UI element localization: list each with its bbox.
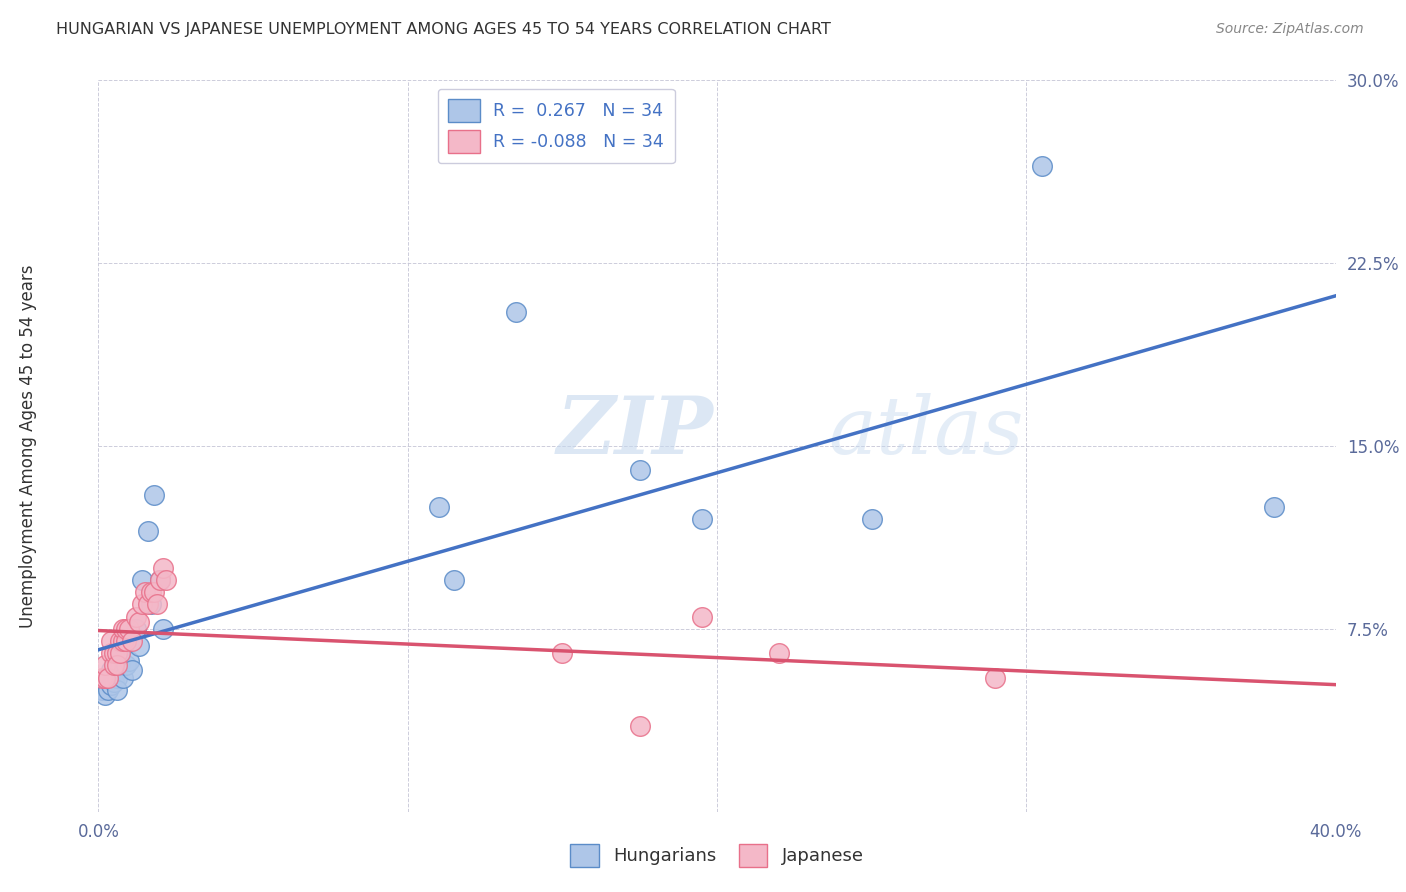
- Point: [152, 561, 174, 575]
- Point: [131, 573, 153, 587]
- Point: [108, 658, 131, 673]
- Point: [103, 646, 125, 660]
- Point: [108, 646, 131, 660]
- Point: [112, 671, 135, 685]
- Point: [105, 658, 128, 673]
- Point: [143, 585, 166, 599]
- Text: atlas: atlas: [828, 392, 1024, 470]
- Point: [90, 682, 112, 697]
- Point: [115, 658, 138, 673]
- Point: [505, 305, 527, 319]
- Point: [97, 682, 120, 697]
- Point: [443, 573, 465, 587]
- Point: [112, 622, 135, 636]
- Point: [121, 663, 143, 677]
- Point: [136, 524, 159, 539]
- Point: [146, 598, 169, 612]
- Point: [124, 609, 146, 624]
- Point: [551, 646, 574, 660]
- Text: HUNGARIAN VS JAPANESE UNEMPLOYMENT AMONG AGES 45 TO 54 YEARS CORRELATION CHART: HUNGARIAN VS JAPANESE UNEMPLOYMENT AMONG…: [56, 22, 831, 37]
- Point: [112, 634, 135, 648]
- Point: [93, 671, 115, 685]
- Point: [427, 500, 450, 514]
- Point: [93, 688, 115, 702]
- Point: [90, 671, 112, 685]
- Text: Unemployment Among Ages 45 to 54 years: Unemployment Among Ages 45 to 54 years: [20, 264, 37, 628]
- Point: [152, 622, 174, 636]
- Point: [105, 671, 128, 685]
- Point: [100, 663, 122, 677]
- Legend: Hungarians, Japanese: Hungarians, Japanese: [561, 835, 873, 876]
- Point: [103, 675, 125, 690]
- Point: [112, 639, 135, 653]
- Point: [108, 634, 131, 648]
- Point: [115, 622, 138, 636]
- Point: [124, 622, 146, 636]
- Point: [108, 646, 131, 660]
- Point: [100, 646, 122, 660]
- Point: [155, 573, 177, 587]
- Point: [105, 682, 128, 697]
- Text: ZIP: ZIP: [557, 392, 713, 470]
- Point: [103, 658, 125, 673]
- Point: [149, 573, 172, 587]
- Point: [118, 654, 141, 668]
- Point: [139, 598, 162, 612]
- Point: [984, 671, 1007, 685]
- Point: [131, 598, 153, 612]
- Point: [690, 609, 713, 624]
- Point: [690, 512, 713, 526]
- Point: [103, 658, 125, 673]
- Point: [97, 671, 120, 685]
- Point: [1031, 159, 1053, 173]
- Point: [115, 634, 138, 648]
- Point: [93, 671, 115, 685]
- Point: [97, 671, 120, 685]
- Point: [139, 585, 162, 599]
- Point: [768, 646, 790, 660]
- Point: [121, 634, 143, 648]
- Point: [149, 573, 172, 587]
- Point: [105, 646, 128, 660]
- Point: [100, 634, 122, 648]
- Point: [628, 719, 651, 733]
- Point: [136, 598, 159, 612]
- Point: [100, 678, 122, 692]
- Point: [128, 639, 150, 653]
- Point: [628, 463, 651, 477]
- Point: [93, 658, 115, 673]
- Point: [128, 615, 150, 629]
- Point: [1263, 500, 1285, 514]
- Point: [134, 585, 156, 599]
- Text: Source: ZipAtlas.com: Source: ZipAtlas.com: [1216, 22, 1364, 37]
- Point: [143, 488, 166, 502]
- Point: [118, 622, 141, 636]
- Point: [860, 512, 883, 526]
